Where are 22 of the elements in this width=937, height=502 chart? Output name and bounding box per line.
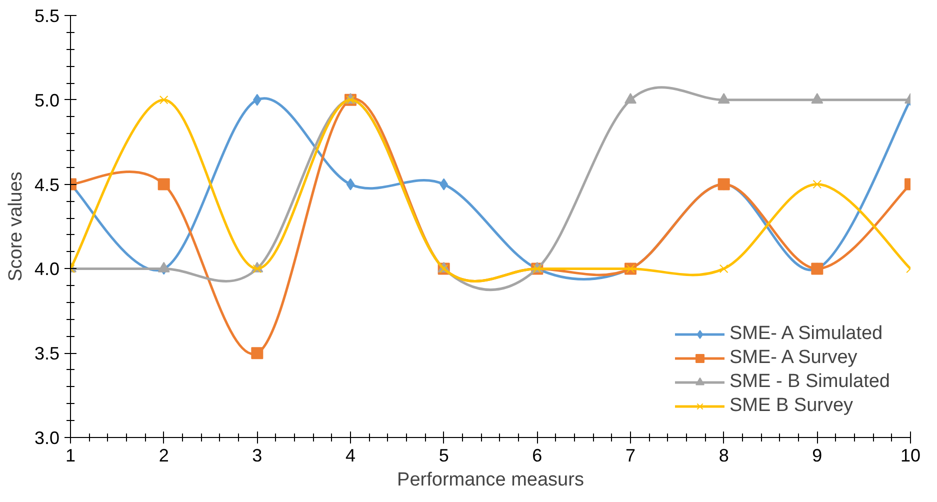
x-tick-label: 6 <box>532 446 542 466</box>
y-axis-title: Score values <box>5 172 26 282</box>
y-tick-label: 3.5 <box>34 344 60 364</box>
y-tick-label: 4.0 <box>34 259 60 280</box>
y-tick-label: 3.0 <box>34 428 60 448</box>
x-tick-label: 9 <box>812 446 822 466</box>
legend-label: SME B Survey <box>730 395 854 417</box>
y-tick-label: 5.0 <box>34 90 60 110</box>
x-tick-label: 5 <box>438 446 449 466</box>
legend-label: SME - B Simulated <box>730 371 890 393</box>
x-tick-label: 4 <box>345 446 356 466</box>
y-tick-label: 5.5 <box>34 6 60 26</box>
legend-label: SME- A Simulated <box>730 323 883 345</box>
x-tick-label: 1 <box>65 446 76 466</box>
y-tick-label: 4.5 <box>34 174 60 195</box>
x-tick-label: 7 <box>625 446 636 466</box>
x-axis-title: Performance measurs <box>397 470 584 490</box>
legend-label: SME- A Survey <box>730 347 858 369</box>
x-tick-label: 3 <box>252 446 262 466</box>
x-tick-label: 8 <box>718 446 729 466</box>
x-tick-label: 2 <box>158 446 169 466</box>
x-tick-label: 10 <box>900 446 921 466</box>
